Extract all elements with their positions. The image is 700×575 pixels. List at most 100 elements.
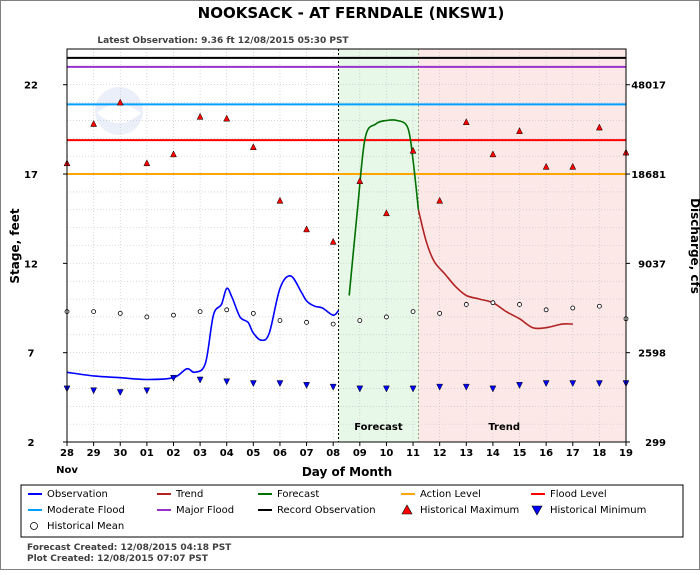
historical-mean-marker xyxy=(197,309,203,314)
zone-label-trend: Trend xyxy=(488,422,520,433)
logo-bird-shape xyxy=(97,104,141,123)
historical-max-marker xyxy=(303,225,310,233)
chart-title: NOOKSACK - AT FERNDALE (NKSW1) xyxy=(198,4,505,22)
historical-max-marker xyxy=(542,162,550,170)
historical-min-marker xyxy=(143,387,151,395)
historical-max-marker xyxy=(329,237,337,245)
y-tick-label-left: 7 xyxy=(28,349,35,360)
historical-min-marker xyxy=(116,389,124,397)
legend-swatch-triangle-down xyxy=(531,505,543,516)
x-axis-month-label: Nov xyxy=(56,465,78,476)
legend-label: Historical Minimum xyxy=(550,505,646,516)
legend-item-flood-level: Flood Level xyxy=(531,489,607,500)
y-tick-label-right: 9037 xyxy=(638,259,666,270)
legend-item-forecast: Forecast xyxy=(258,489,319,500)
x-tick-label: 08 xyxy=(326,448,340,459)
plot-created: Plot Created: 12/08/2015 07:07 PST xyxy=(27,554,209,564)
x-tick-label: 17 xyxy=(566,448,580,459)
historical-min-marker xyxy=(90,387,98,395)
noaa-logo-watermark xyxy=(95,87,143,135)
historical-mean-marker xyxy=(171,312,176,318)
legend-label: Historical Mean xyxy=(47,521,124,532)
x-tick-label: 14 xyxy=(486,448,500,459)
historical-min-marker xyxy=(303,382,310,389)
historical-max-marker xyxy=(143,159,151,167)
x-axis-label: Day of Month xyxy=(302,465,392,479)
historical-max-marker xyxy=(223,114,231,122)
historical-min-marker xyxy=(196,376,204,384)
historical-max-marker xyxy=(436,196,444,204)
historical-mean-marker xyxy=(437,310,443,316)
legend-label: Moderate Flood xyxy=(47,505,125,516)
historical-max-marker xyxy=(170,150,177,158)
historical-max-marker xyxy=(196,112,204,120)
historical-min-marker xyxy=(436,383,444,391)
legend-label: Historical Maximum xyxy=(420,505,519,516)
historical-mean-marker xyxy=(463,302,469,307)
x-tick-label: 07 xyxy=(300,448,314,459)
x-tick-label: 28 xyxy=(60,448,74,459)
historical-min-marker xyxy=(223,378,231,386)
plot-area: Forecast Trend 28 29 30 01 02 03 04 05 06 07 08 09 10 1… xyxy=(24,48,666,459)
x-tick-label: 19 xyxy=(619,448,633,459)
legend-item-moderate-flood: Moderate Flood xyxy=(28,505,125,516)
legend-item-action-level: Action Level xyxy=(401,489,481,500)
x-tick-label: 18 xyxy=(592,448,606,459)
x-tick-label: 06 xyxy=(273,448,287,459)
historical-min-marker xyxy=(595,380,603,388)
latest-observation: Latest Observation: 9.36 ft 12/08/2015 0… xyxy=(97,36,349,46)
historical-max-marker xyxy=(569,162,577,170)
legend-item-major-flood: Major Flood xyxy=(157,505,234,516)
y-tick-label-left: 2 xyxy=(28,438,35,449)
legend-item-historical-maximum: Historical Maximum xyxy=(401,504,519,516)
legend-label: Trend xyxy=(175,489,203,500)
legend-box xyxy=(20,484,684,538)
historical-mean-marker xyxy=(304,319,309,325)
x-tick-label: 15 xyxy=(513,448,527,459)
historical-mean-marker xyxy=(277,318,283,323)
historical-mean-marker xyxy=(490,300,496,306)
legend-label: Forecast xyxy=(277,489,319,500)
zone-label-forecast: Forecast xyxy=(354,422,403,433)
historical-max-marker xyxy=(383,209,390,217)
historical-max-marker xyxy=(276,196,284,204)
historical-mean-marker xyxy=(117,310,123,316)
zone-trend xyxy=(418,49,626,442)
x-tick-label: 02 xyxy=(167,448,181,459)
x-tick-label: 04 xyxy=(220,448,234,459)
legend-label: Major Flood xyxy=(176,505,234,516)
historical-min-marker xyxy=(329,383,337,391)
y-axis-left-label: Stage, feet xyxy=(8,208,22,283)
historical-mean-marker xyxy=(250,310,256,316)
historical-max-marker xyxy=(356,177,364,184)
legend-swatch-circle xyxy=(30,522,38,530)
y-tick-label-right: 299 xyxy=(645,438,666,449)
historical-mean-marker xyxy=(570,305,576,311)
historical-mean-marker xyxy=(144,314,150,320)
legend-item-historical-mean: Historical Mean xyxy=(30,521,124,532)
series-forecast xyxy=(348,119,420,296)
x-tick-label: 09 xyxy=(353,448,367,459)
legend-item-trend: Trend xyxy=(157,489,203,500)
x-tick-label: 30 xyxy=(113,448,127,459)
y-axis-right-label: Discharge, cfs xyxy=(688,198,700,294)
y-tick-label-right: 18681 xyxy=(631,170,666,181)
historical-mean-marker xyxy=(357,318,363,323)
historical-min-marker xyxy=(276,380,284,388)
historical-min-marker xyxy=(516,382,523,389)
x-tick-label: 11 xyxy=(406,448,420,459)
x-tick-label: 10 xyxy=(379,448,393,459)
historical-max-marker xyxy=(249,143,257,150)
legend-item-record-observation: Record Observation xyxy=(258,505,376,516)
historical-max-marker xyxy=(595,123,603,131)
y-tick-label-right: 2598 xyxy=(638,349,666,360)
x-tick-label: 13 xyxy=(459,448,473,459)
legend-label: Observation xyxy=(47,489,108,500)
series-trend xyxy=(417,209,573,330)
legend-label: Record Observation xyxy=(277,505,376,516)
x-tick-label: 16 xyxy=(539,448,553,459)
x-tick-label: 05 xyxy=(246,448,260,459)
y-tick-label-right: 48017 xyxy=(631,81,666,92)
